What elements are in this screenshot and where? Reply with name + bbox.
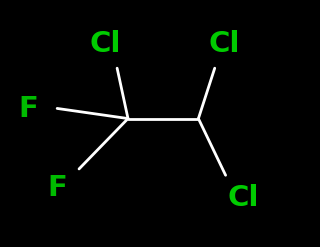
Text: Cl: Cl <box>208 30 240 59</box>
Text: F: F <box>48 174 68 202</box>
Text: F: F <box>19 95 39 123</box>
Text: Cl: Cl <box>228 184 259 212</box>
Text: Cl: Cl <box>90 30 121 59</box>
